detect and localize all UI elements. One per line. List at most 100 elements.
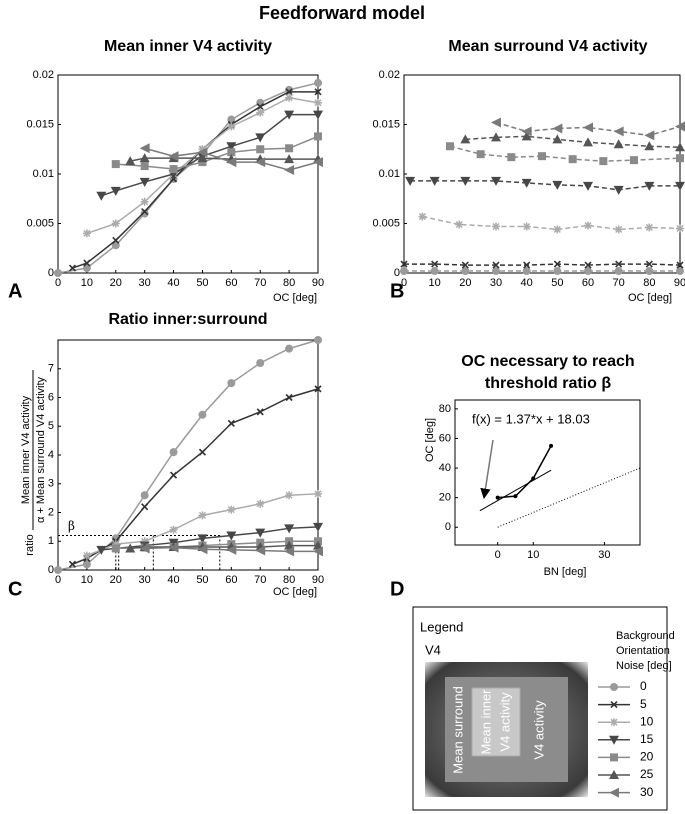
marker: [400, 267, 408, 276]
marker: [54, 269, 62, 277]
y-tick-label: 5: [48, 420, 54, 432]
marker: [140, 209, 149, 218]
marker: [197, 147, 208, 158]
marker: [495, 495, 500, 500]
x-tick-label: 30: [598, 549, 610, 561]
marker: [227, 419, 235, 427]
marker: [644, 181, 655, 191]
marker: [521, 126, 532, 137]
x-tick-label: 0: [401, 277, 407, 289]
x-axis-label: OC [deg]: [273, 586, 317, 598]
y-tick-label: 4: [48, 449, 54, 461]
x-tick-label: 40: [167, 574, 179, 586]
marker: [531, 476, 536, 481]
marker: [285, 393, 293, 402]
marker: [168, 542, 179, 553]
marker: [609, 787, 619, 798]
marker: [583, 137, 593, 147]
marker: [676, 267, 684, 276]
chart-title: Mean inner V4 activity: [104, 38, 272, 55]
marker: [111, 540, 120, 549]
y-tick-label: 1: [48, 535, 54, 547]
marker: [614, 225, 623, 234]
x-tick-label: 60: [225, 574, 237, 586]
marker: [521, 178, 532, 188]
marker: [613, 185, 624, 195]
marker: [645, 267, 654, 276]
legend-entry: 5: [640, 697, 647, 711]
marker: [314, 385, 322, 393]
x-tick-label: 80: [643, 277, 655, 289]
marker: [522, 267, 531, 276]
series-line: [72, 91, 318, 269]
marker: [430, 267, 439, 276]
x-tick-label: 0: [55, 277, 61, 289]
marker: [400, 260, 408, 268]
marker: [226, 142, 237, 152]
marker: [256, 499, 265, 508]
series-line: [130, 157, 318, 162]
marker: [125, 543, 136, 553]
marker: [54, 566, 62, 574]
marker: [584, 261, 592, 269]
marker: [226, 544, 237, 555]
figure-title: Feedforward model: [259, 3, 425, 23]
panel-label: C: [8, 578, 22, 600]
x-tick-label: 10: [81, 574, 93, 586]
x-tick-label: 10: [429, 277, 441, 289]
marker: [285, 344, 294, 353]
marker: [68, 264, 77, 272]
y-tick-label: 0.01: [33, 168, 54, 180]
inner-region: [471, 687, 521, 757]
marker: [676, 154, 684, 163]
marker: [492, 267, 500, 276]
marker: [609, 770, 619, 779]
x-tick-label: 20: [110, 277, 122, 289]
y-tick-label: 7: [48, 363, 54, 375]
marker: [455, 220, 464, 229]
marker: [284, 546, 295, 557]
marker: [513, 494, 518, 499]
marker: [552, 180, 563, 190]
marker: [284, 154, 295, 164]
region-title: V4: [425, 642, 441, 657]
legend-entry: 20: [640, 750, 654, 764]
marker: [675, 121, 685, 132]
panel-label: A: [8, 280, 22, 302]
region-label: Mean inner: [478, 689, 493, 755]
marker: [313, 546, 323, 557]
y-tick-label: 0: [445, 521, 451, 533]
series-line: [449, 145, 681, 162]
marker: [256, 359, 265, 367]
marker: [552, 123, 563, 134]
chart-title: OC necessary to reach: [461, 353, 634, 370]
marker: [552, 134, 563, 144]
marker: [255, 545, 266, 556]
threshold-label: β: [68, 519, 75, 533]
fit-line: [479, 469, 552, 512]
marker: [285, 144, 294, 153]
y-tick-label: 0.015: [26, 118, 54, 130]
legend-noise-title: Background: [616, 630, 675, 642]
marker: [549, 443, 554, 448]
y-tick-label: 40: [439, 462, 451, 474]
x-tick-label: 70: [254, 574, 266, 586]
panel-label: D: [390, 578, 404, 600]
marker: [522, 222, 531, 231]
fit-label: f(x) = 1.37*x + 18.03: [472, 411, 590, 426]
marker: [82, 560, 91, 569]
series-line: [410, 180, 680, 191]
y-tick-label: 6: [48, 391, 54, 403]
y-tick-label: 2: [48, 506, 54, 518]
x-tick-label: 80: [283, 574, 295, 586]
marker: [523, 261, 531, 269]
x-tick-label: 50: [196, 277, 208, 289]
reference-line: [497, 467, 641, 528]
y-tick-label: 0.01: [379, 168, 400, 180]
y-tick-label: 20: [439, 492, 451, 504]
marker: [198, 448, 207, 456]
marker: [676, 261, 684, 269]
plot-frame: [403, 74, 681, 274]
region-label: V4 activity: [497, 692, 512, 752]
marker: [285, 491, 294, 500]
